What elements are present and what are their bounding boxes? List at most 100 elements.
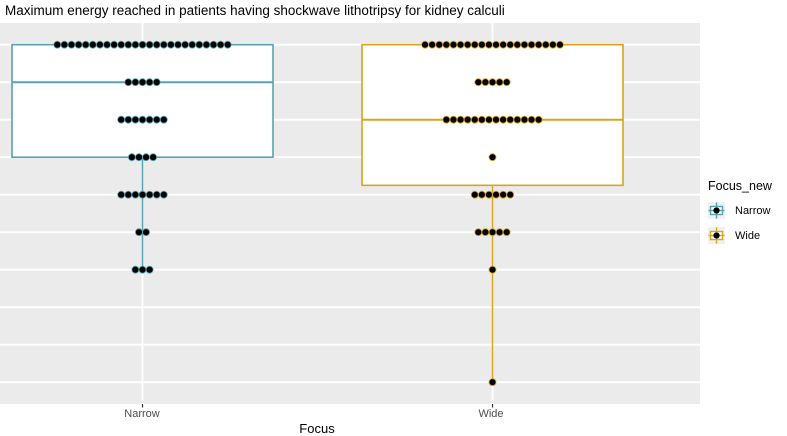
data-dot-narrow: [124, 78, 133, 87]
data-dot-wide: [513, 115, 522, 124]
data-dot-narrow: [60, 40, 69, 49]
data-dot-wide: [499, 190, 508, 199]
data-dot-narrow: [216, 40, 225, 49]
legend-entry-narrow: Narrow: [708, 202, 787, 219]
data-dot-wide: [463, 40, 472, 49]
data-dot-wide: [541, 40, 550, 49]
data-dot-narrow: [138, 190, 147, 199]
data-dot-narrow: [96, 40, 104, 49]
data-dot-narrow: [138, 115, 147, 124]
data-dot-wide: [495, 78, 504, 87]
legend-title: Focus_new: [708, 179, 772, 193]
data-dot-wide: [492, 40, 500, 49]
data-dot-wide: [495, 228, 504, 237]
data-dot-narrow: [138, 40, 147, 49]
data-dot-narrow: [127, 153, 136, 162]
data-dot-wide: [492, 115, 500, 124]
legend-key-dot: [713, 232, 720, 239]
data-dot-wide: [481, 228, 490, 237]
data-dot-narrow: [110, 40, 118, 49]
data-dot-wide: [456, 115, 465, 124]
data-dot-wide: [449, 40, 458, 49]
legend: Focus_new Narrow Wide: [708, 179, 787, 252]
data-dot-narrow: [103, 40, 111, 49]
data-dot-narrow: [166, 40, 175, 49]
data-dot-narrow: [124, 190, 133, 199]
data-dot-narrow: [159, 115, 168, 124]
data-dot-narrow: [88, 40, 97, 49]
data-dot-narrow: [53, 40, 62, 49]
data-dot-wide: [548, 40, 557, 49]
data-dot-wide: [502, 228, 511, 237]
data-dot-wide: [556, 40, 564, 49]
data-dot-narrow: [131, 40, 140, 49]
box-narrow: [11, 43, 274, 159]
data-dot-narrow: [135, 228, 143, 237]
data-dot-wide: [520, 115, 529, 124]
data-dot-narrow: [145, 40, 154, 49]
data-dot-wide: [442, 115, 451, 124]
data-dot-narrow: [138, 265, 147, 274]
data-dot-narrow: [145, 265, 154, 274]
data-dot-wide: [506, 190, 515, 199]
x-tick-label-wide: Wide: [478, 408, 504, 420]
x-axis-title: Focus: [299, 421, 335, 436]
data-dot-wide: [534, 40, 543, 49]
data-dot-narrow: [188, 40, 197, 49]
data-dot-wide: [435, 40, 444, 49]
data-dot-narrow: [131, 78, 140, 87]
data-dot-wide: [442, 40, 451, 49]
data-dot-narrow: [159, 190, 168, 199]
data-dot-narrow: [74, 40, 83, 49]
data-dot-wide: [449, 115, 458, 124]
data-dot-narrow: [117, 40, 126, 49]
data-dot-wide: [477, 115, 486, 124]
data-dot-narrow: [223, 40, 232, 49]
data-dot-narrow: [142, 153, 150, 162]
data-dot-narrow: [145, 115, 154, 124]
legend-key-dot: [713, 207, 720, 214]
data-dot-wide: [488, 228, 497, 237]
data-dot-narrow: [152, 78, 161, 87]
data-dot-narrow: [145, 190, 154, 199]
data-dot-narrow: [181, 40, 190, 49]
data-dot-wide: [502, 78, 511, 87]
box-wide: [361, 43, 624, 187]
data-dot-wide: [520, 40, 529, 49]
data-dot-narrow: [81, 40, 90, 49]
data-dot-wide: [488, 153, 497, 162]
data-dot-wide: [485, 115, 493, 124]
legend-label-narrow: Narrow: [735, 204, 771, 217]
data-dot-wide: [485, 190, 493, 199]
data-dot-narrow: [131, 265, 140, 274]
data-dot-narrow: [117, 190, 126, 199]
data-dot-wide: [485, 40, 493, 49]
data-dot-narrow: [124, 40, 133, 49]
boxplot-key-wide-icon: [708, 227, 725, 244]
data-dot-narrow: [152, 190, 161, 199]
data-dot-wide: [474, 78, 483, 87]
data-dot-wide: [492, 190, 500, 199]
data-dot-wide: [488, 78, 497, 87]
data-dot-narrow: [159, 40, 168, 49]
data-dot-narrow: [131, 115, 140, 124]
data-dot-wide: [421, 40, 429, 49]
data-dot-wide: [527, 115, 536, 124]
data-dot-wide: [506, 115, 515, 124]
data-dot-narrow: [202, 40, 211, 49]
data-dot-wide: [527, 40, 536, 49]
boxplot-key-narrow-icon: [708, 202, 725, 219]
data-dot-narrow: [142, 228, 150, 237]
data-dot-wide: [481, 78, 490, 87]
data-dot-narrow: [174, 40, 182, 49]
data-dot-wide: [534, 115, 543, 124]
chart-title: Maximum energy reached in patients havin…: [5, 3, 505, 18]
data-dot-narrow: [145, 78, 154, 87]
data-dot-narrow: [117, 115, 126, 124]
x-tick-label-narrow: Narrow: [124, 408, 160, 420]
data-dot-wide: [477, 40, 486, 49]
data-dot-wide: [488, 265, 497, 274]
data-dot-narrow: [195, 40, 204, 49]
data-dot-wide: [463, 115, 472, 124]
